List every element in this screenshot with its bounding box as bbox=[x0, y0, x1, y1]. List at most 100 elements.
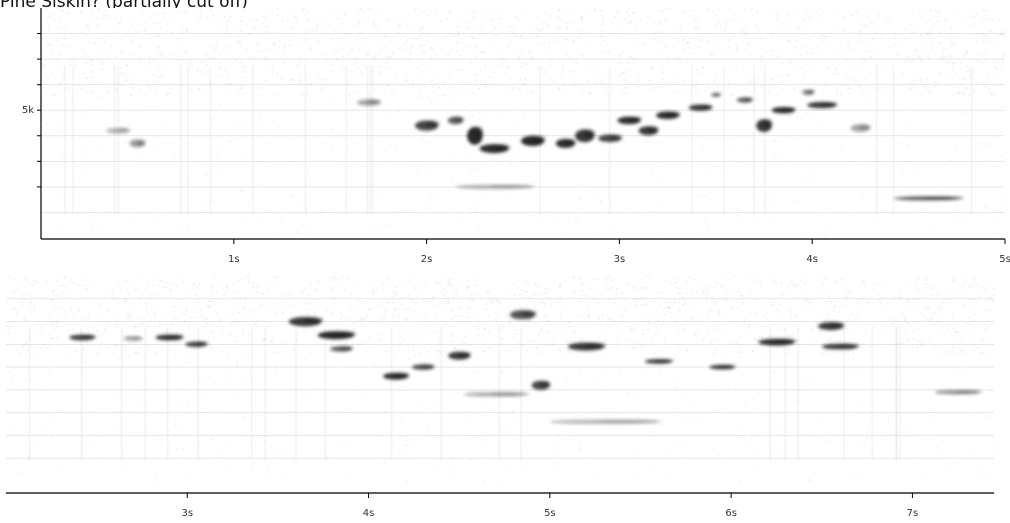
noise-speck bbox=[660, 300, 662, 302]
noise-speck bbox=[472, 293, 475, 295]
noise-speck bbox=[894, 43, 897, 46]
noise-speck bbox=[983, 20, 986, 22]
noise-speck bbox=[458, 31, 460, 33]
noise-speck bbox=[369, 399, 371, 402]
noise-speck bbox=[119, 411, 121, 414]
noise-speck bbox=[184, 320, 186, 322]
noise-speck bbox=[994, 22, 996, 24]
noise-speck bbox=[304, 55, 306, 57]
noise-speck bbox=[140, 62, 142, 64]
noise-speck bbox=[365, 342, 367, 344]
noise-speck bbox=[665, 20, 668, 22]
noise-speck bbox=[437, 194, 440, 196]
noise-speck bbox=[227, 454, 229, 456]
noise-speck bbox=[560, 73, 563, 75]
noise-speck bbox=[498, 36, 500, 38]
noise-speck bbox=[571, 85, 573, 87]
noise-speck bbox=[930, 145, 933, 147]
noise-speck bbox=[928, 57, 930, 59]
noise-speck bbox=[727, 19, 730, 21]
noise-speck bbox=[739, 480, 741, 482]
noise-speck bbox=[649, 276, 651, 278]
noise-speck bbox=[186, 352, 188, 354]
noise-speck bbox=[896, 286, 899, 289]
noise-speck bbox=[308, 422, 310, 424]
noise-speck bbox=[263, 16, 265, 18]
noise-speck bbox=[15, 332, 18, 334]
noise-speck bbox=[717, 166, 719, 168]
noise-speck bbox=[284, 448, 287, 450]
noise-speck bbox=[527, 90, 529, 93]
noise-speck bbox=[687, 349, 689, 351]
noise-speck bbox=[1000, 155, 1002, 157]
noise-speck bbox=[399, 454, 401, 456]
noise-speck bbox=[864, 11, 867, 13]
noise-speck bbox=[117, 346, 119, 348]
call-syllable-smear bbox=[924, 196, 965, 200]
noise-speck bbox=[646, 28, 649, 30]
noise-speck bbox=[801, 309, 803, 311]
noise-speck bbox=[846, 168, 848, 170]
noise-speck bbox=[735, 387, 737, 389]
noise-speck bbox=[707, 293, 709, 295]
noise-speck bbox=[379, 334, 381, 336]
noise-speck bbox=[621, 292, 623, 294]
noise-speck bbox=[648, 38, 651, 40]
noise-speck bbox=[127, 123, 130, 126]
noise-speck bbox=[544, 136, 547, 138]
noise-speck bbox=[859, 30, 862, 32]
noise-speck bbox=[231, 305, 233, 307]
noise-speck bbox=[919, 55, 921, 58]
noise-speck bbox=[468, 285, 470, 287]
noise-speck bbox=[647, 320, 650, 322]
noise-speck bbox=[211, 438, 214, 440]
noise-speck bbox=[197, 88, 200, 90]
noise-speck bbox=[962, 125, 965, 128]
noise-speck bbox=[969, 285, 971, 287]
noise-speck bbox=[409, 60, 411, 62]
noise-speck bbox=[886, 204, 889, 206]
noise-speck bbox=[93, 18, 95, 20]
noise-speck bbox=[276, 313, 278, 315]
noise-speck bbox=[691, 52, 694, 54]
noise-speck bbox=[198, 18, 201, 20]
noise-speck bbox=[515, 301, 518, 303]
noise-speck bbox=[409, 333, 411, 335]
noise-speck bbox=[823, 334, 825, 336]
noise-speck bbox=[639, 115, 641, 117]
noise-speck bbox=[448, 396, 451, 398]
noise-speck bbox=[974, 303, 976, 305]
noise-speck bbox=[306, 11, 309, 14]
noise-speck bbox=[186, 29, 188, 31]
noise-speck bbox=[215, 425, 217, 427]
noise-speck bbox=[160, 52, 163, 54]
noise-speck bbox=[885, 18, 887, 20]
noise-speck bbox=[754, 26, 757, 28]
noise-speck bbox=[903, 329, 906, 331]
noise-speck bbox=[815, 322, 818, 324]
noise-speck bbox=[412, 83, 414, 85]
noise-speck bbox=[886, 65, 888, 67]
noise-speck bbox=[74, 177, 77, 179]
noise-speck bbox=[28, 302, 31, 304]
noise-speck bbox=[978, 296, 980, 298]
noise-speck bbox=[963, 112, 965, 115]
noise-speck bbox=[948, 290, 950, 292]
noise-speck bbox=[615, 78, 618, 80]
noise-speck bbox=[153, 310, 156, 312]
noise-speck bbox=[702, 58, 705, 61]
noise-speck bbox=[104, 297, 107, 299]
noise-speck bbox=[389, 296, 392, 298]
noise-speck bbox=[204, 51, 206, 53]
noise-speck bbox=[646, 303, 648, 305]
noise-speck bbox=[977, 283, 980, 286]
noise-speck bbox=[569, 322, 571, 324]
noise-speck bbox=[155, 32, 158, 34]
noise-speck bbox=[789, 309, 791, 311]
noise-speck bbox=[487, 383, 490, 385]
noise-speck bbox=[192, 81, 195, 83]
noise-speck bbox=[52, 330, 54, 332]
noise-speck bbox=[475, 80, 477, 82]
noise-speck bbox=[758, 200, 761, 202]
noise-speck bbox=[840, 94, 842, 96]
